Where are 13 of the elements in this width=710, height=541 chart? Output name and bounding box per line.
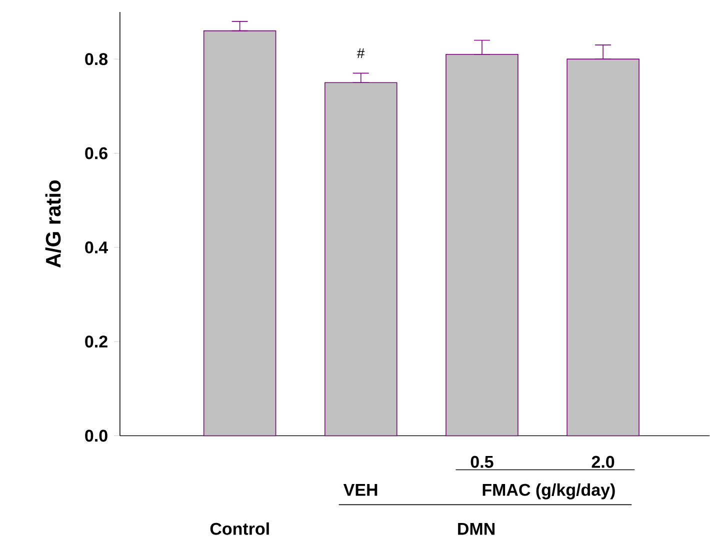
text: Control bbox=[210, 522, 269, 536]
text: VEH bbox=[343, 484, 378, 496]
y-axis-title: A/G ratio bbox=[45, 180, 61, 268]
y-tick-label: 0.2 bbox=[85, 336, 108, 348]
y-tick-label: 0.6 bbox=[85, 147, 108, 160]
x-tick-label: 0.5 bbox=[470, 456, 494, 468]
x-tick-label: 2.0 bbox=[592, 456, 614, 468]
y-tick-label: 0.4 bbox=[85, 242, 108, 254]
text: FMAC (g/kg/day) bbox=[482, 484, 615, 500]
y-tick-label: 0.0 bbox=[85, 430, 108, 442]
annotation: # bbox=[356, 48, 365, 58]
y-tick-label: 0.8 bbox=[85, 53, 108, 66]
text: DMN bbox=[458, 523, 494, 535]
